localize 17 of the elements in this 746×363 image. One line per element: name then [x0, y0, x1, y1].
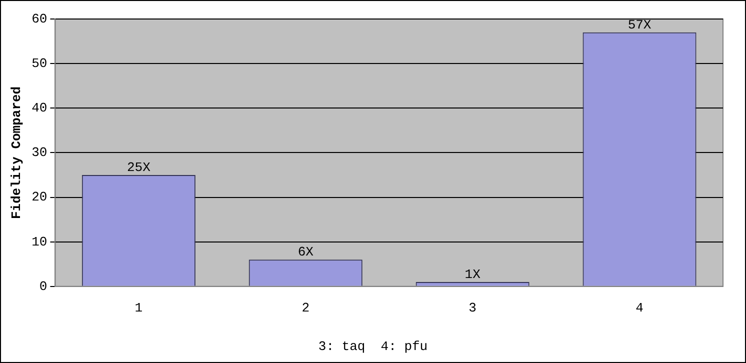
- x-tick-label: 4: [636, 300, 644, 316]
- data-label: 1X: [464, 266, 481, 282]
- data-label: 57X: [628, 17, 652, 32]
- data-label: 25X: [126, 160, 151, 175]
- x-tick-label: 2: [302, 300, 310, 316]
- y-tick-label: 30: [32, 145, 48, 160]
- y-axis-title: Fidelity Compared: [9, 86, 24, 220]
- y-tick-label: 40: [32, 100, 48, 116]
- text: 3: taq 4: pfu: [318, 339, 428, 354]
- y-tick-label: 50: [32, 56, 48, 72]
- y-tick-label: 20: [32, 190, 48, 205]
- x-tick-label: 3: [468, 300, 476, 316]
- y-tick-label: 0: [39, 278, 48, 294]
- data-label: 6X: [298, 244, 314, 260]
- y-tick-label: 60: [32, 11, 48, 26]
- x-tick-label: 1: [134, 300, 143, 316]
- y-tick-label: 10: [32, 234, 48, 250]
